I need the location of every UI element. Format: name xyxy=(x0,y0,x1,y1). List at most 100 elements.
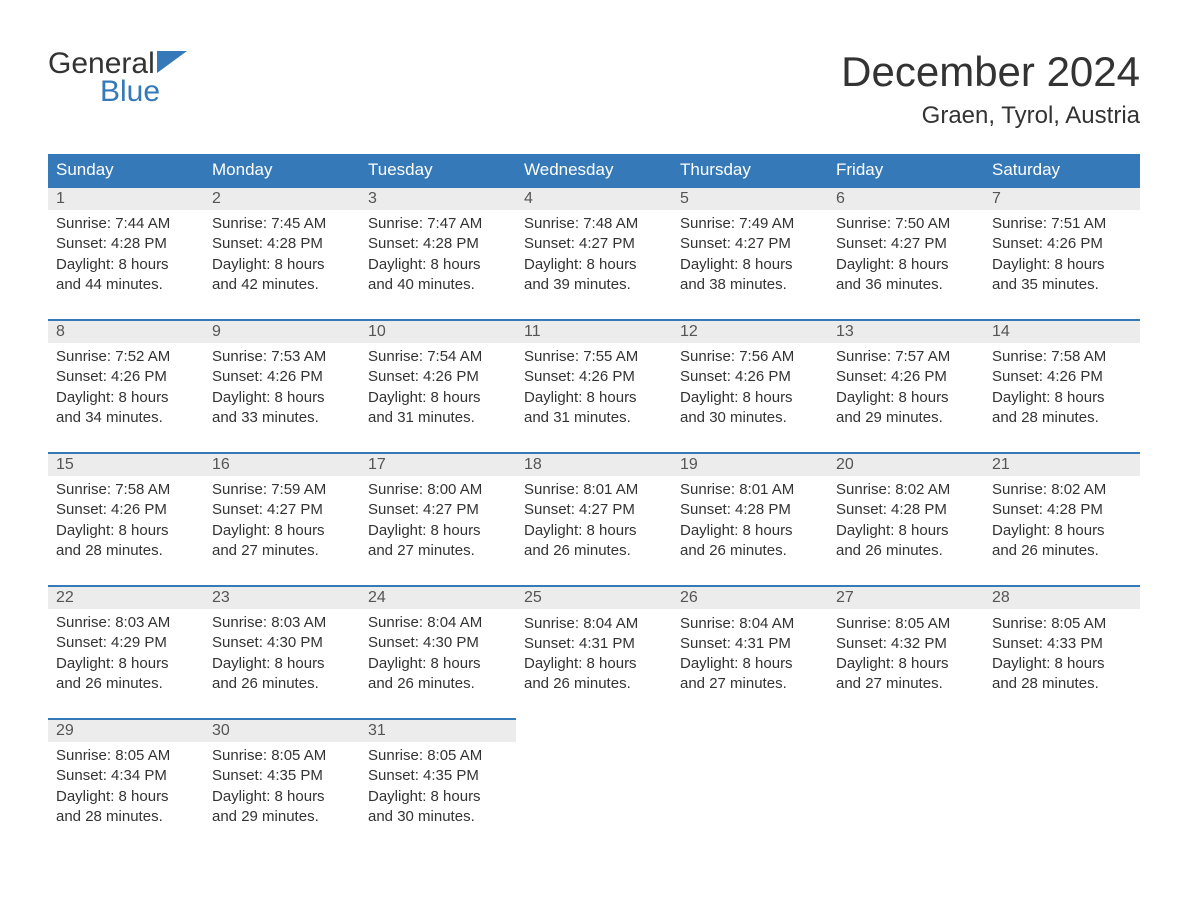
day-sunrise: Sunrise: 8:00 AM xyxy=(368,480,508,500)
day-sunset: Sunset: 4:29 PM xyxy=(56,633,196,653)
day-number xyxy=(672,719,828,742)
day-sunset: Sunset: 4:33 PM xyxy=(992,634,1132,654)
page-header: General Blue December 2024 Graen, Tyrol,… xyxy=(48,48,1140,130)
day-cell: Sunrise: 8:05 AMSunset: 4:35 PMDaylight:… xyxy=(204,742,360,835)
day-d2: and 27 minutes. xyxy=(368,541,508,561)
day-d2: and 40 minutes. xyxy=(368,275,508,295)
day-cell: Sunrise: 8:05 AMSunset: 4:34 PMDaylight:… xyxy=(48,742,204,835)
day-header: Sunday xyxy=(48,154,204,187)
day-d1: Daylight: 8 hours xyxy=(56,787,196,807)
day-number: 17 xyxy=(360,453,516,476)
day-sunset: Sunset: 4:30 PM xyxy=(212,633,352,653)
day-cell: Sunrise: 7:47 AMSunset: 4:28 PMDaylight:… xyxy=(360,210,516,320)
day-cell: Sunrise: 7:54 AMSunset: 4:26 PMDaylight:… xyxy=(360,343,516,453)
day-cell xyxy=(984,742,1140,835)
day-d2: and 26 minutes. xyxy=(56,674,196,694)
day-sunrise: Sunrise: 7:56 AM xyxy=(680,347,820,367)
day-d2: and 36 minutes. xyxy=(836,275,976,295)
day-number: 29 xyxy=(48,719,204,742)
day-sunset: Sunset: 4:26 PM xyxy=(524,367,664,387)
day-sunset: Sunset: 4:31 PM xyxy=(680,634,820,654)
day-header: Thursday xyxy=(672,154,828,187)
day-number: 1 xyxy=(48,187,204,210)
day-d1: Daylight: 8 hours xyxy=(524,255,664,275)
day-d1: Daylight: 8 hours xyxy=(56,521,196,541)
day-sunrise: Sunrise: 7:55 AM xyxy=(524,347,664,367)
day-content-row: Sunrise: 7:58 AMSunset: 4:26 PMDaylight:… xyxy=(48,476,1140,586)
day-d1: Daylight: 8 hours xyxy=(368,654,508,674)
day-header: Friday xyxy=(828,154,984,187)
day-d1: Daylight: 8 hours xyxy=(836,654,976,674)
day-sunset: Sunset: 4:27 PM xyxy=(212,500,352,520)
day-d1: Daylight: 8 hours xyxy=(56,255,196,275)
day-sunrise: Sunrise: 8:04 AM xyxy=(368,613,508,633)
day-header: Saturday xyxy=(984,154,1140,187)
day-d2: and 26 minutes. xyxy=(524,541,664,561)
day-d2: and 29 minutes. xyxy=(212,807,352,827)
calendar-table: Sunday Monday Tuesday Wednesday Thursday… xyxy=(48,154,1140,835)
day-number: 2 xyxy=(204,187,360,210)
day-cell xyxy=(516,742,672,835)
day-content-row: Sunrise: 8:05 AMSunset: 4:34 PMDaylight:… xyxy=(48,742,1140,835)
day-sunset: Sunset: 4:26 PM xyxy=(368,367,508,387)
day-sunset: Sunset: 4:28 PM xyxy=(56,234,196,254)
day-number-row: 22232425262728 xyxy=(48,586,1140,609)
day-d1: Daylight: 8 hours xyxy=(992,521,1132,541)
day-d2: and 33 minutes. xyxy=(212,408,352,428)
day-number: 7 xyxy=(984,187,1140,210)
day-cell: Sunrise: 7:45 AMSunset: 4:28 PMDaylight:… xyxy=(204,210,360,320)
day-number: 19 xyxy=(672,453,828,476)
day-d1: Daylight: 8 hours xyxy=(368,255,508,275)
location-label: Graen, Tyrol, Austria xyxy=(841,102,1140,130)
day-number: 31 xyxy=(360,719,516,742)
day-d1: Daylight: 8 hours xyxy=(212,388,352,408)
day-cell: Sunrise: 8:05 AMSunset: 4:35 PMDaylight:… xyxy=(360,742,516,835)
day-sunset: Sunset: 4:34 PM xyxy=(56,766,196,786)
day-number: 20 xyxy=(828,453,984,476)
day-sunrise: Sunrise: 7:44 AM xyxy=(56,214,196,234)
day-d2: and 27 minutes. xyxy=(212,541,352,561)
day-d1: Daylight: 8 hours xyxy=(212,521,352,541)
day-d1: Daylight: 8 hours xyxy=(836,255,976,275)
day-d2: and 26 minutes. xyxy=(212,674,352,694)
day-d2: and 35 minutes. xyxy=(992,275,1132,295)
day-d2: and 31 minutes. xyxy=(368,408,508,428)
day-sunrise: Sunrise: 8:05 AM xyxy=(992,614,1132,634)
day-d1: Daylight: 8 hours xyxy=(368,521,508,541)
day-sunrise: Sunrise: 7:59 AM xyxy=(212,480,352,500)
day-sunrise: Sunrise: 7:49 AM xyxy=(680,214,820,234)
day-sunset: Sunset: 4:28 PM xyxy=(212,234,352,254)
day-sunrise: Sunrise: 7:52 AM xyxy=(56,347,196,367)
day-d1: Daylight: 8 hours xyxy=(368,388,508,408)
day-header: Monday xyxy=(204,154,360,187)
day-number: 9 xyxy=(204,320,360,343)
day-cell: Sunrise: 8:01 AMSunset: 4:28 PMDaylight:… xyxy=(672,476,828,586)
day-sunrise: Sunrise: 7:45 AM xyxy=(212,214,352,234)
day-d2: and 28 minutes. xyxy=(992,408,1132,428)
day-cell xyxy=(828,742,984,835)
logo: General Blue xyxy=(48,48,187,107)
logo-word2: Blue xyxy=(48,76,187,108)
day-d2: and 28 minutes. xyxy=(56,807,196,827)
day-number: 10 xyxy=(360,320,516,343)
day-d1: Daylight: 8 hours xyxy=(992,388,1132,408)
day-d1: Daylight: 8 hours xyxy=(212,255,352,275)
day-content-row: Sunrise: 7:52 AMSunset: 4:26 PMDaylight:… xyxy=(48,343,1140,453)
month-title: December 2024 xyxy=(841,48,1140,96)
day-cell: Sunrise: 8:03 AMSunset: 4:30 PMDaylight:… xyxy=(204,609,360,719)
day-sunrise: Sunrise: 7:58 AM xyxy=(56,480,196,500)
day-sunset: Sunset: 4:30 PM xyxy=(368,633,508,653)
day-sunset: Sunset: 4:26 PM xyxy=(680,367,820,387)
day-number xyxy=(516,719,672,742)
day-cell: Sunrise: 7:58 AMSunset: 4:26 PMDaylight:… xyxy=(48,476,204,586)
day-d1: Daylight: 8 hours xyxy=(212,654,352,674)
day-d2: and 26 minutes. xyxy=(836,541,976,561)
day-number-row: 1234567 xyxy=(48,187,1140,210)
day-number: 21 xyxy=(984,453,1140,476)
day-cell: Sunrise: 8:02 AMSunset: 4:28 PMDaylight:… xyxy=(984,476,1140,586)
day-sunset: Sunset: 4:35 PM xyxy=(368,766,508,786)
day-cell: Sunrise: 7:52 AMSunset: 4:26 PMDaylight:… xyxy=(48,343,204,453)
day-d1: Daylight: 8 hours xyxy=(680,521,820,541)
day-sunset: Sunset: 4:28 PM xyxy=(368,234,508,254)
day-content-row: Sunrise: 8:03 AMSunset: 4:29 PMDaylight:… xyxy=(48,609,1140,719)
